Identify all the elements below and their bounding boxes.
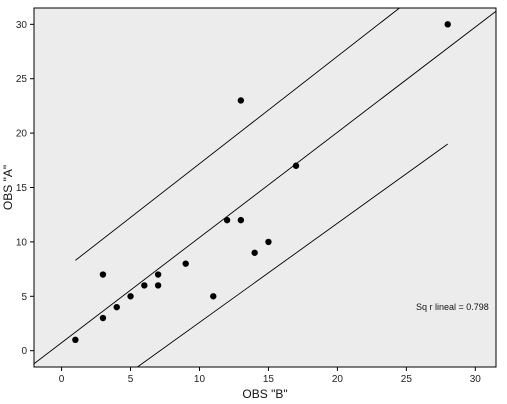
data-point	[210, 293, 217, 300]
y-axis-title: OBS "A"	[1, 165, 15, 210]
data-point	[99, 314, 107, 322]
data-point	[72, 336, 79, 344]
data-point	[237, 97, 245, 104]
r-squared-annotation: Sq r lineal = 0.798	[416, 302, 489, 312]
y-axis-ticks: 0 5 10 15 20 25 30	[16, 20, 34, 357]
y-tick-label: 20	[16, 129, 28, 140]
y-tick-label: 25	[16, 74, 28, 85]
x-tick-label: 5	[128, 374, 134, 385]
data-point	[141, 282, 148, 289]
y-tick-label: 15	[16, 183, 28, 194]
x-tick-label: 0	[59, 374, 65, 385]
data-point	[265, 238, 272, 246]
x-tick-label: 30	[470, 374, 482, 385]
data-point	[223, 216, 231, 224]
fit-line	[33, 10, 497, 365]
x-tick-label: 15	[263, 374, 275, 385]
data-point	[154, 282, 162, 289]
data-point	[127, 293, 134, 300]
x-axis-title: OBS "B"	[242, 387, 287, 401]
y-tick-label: 5	[21, 292, 27, 303]
data-point	[154, 271, 162, 278]
y-tick-label: 0	[21, 346, 27, 357]
upper-confidence-line	[75, 7, 400, 261]
data-points	[72, 21, 451, 344]
y-tick-label: 30	[16, 20, 28, 31]
lower-confidence-line	[137, 143, 448, 368]
regression-lines	[33, 7, 497, 368]
data-point	[444, 21, 451, 28]
x-tick-label: 25	[401, 374, 413, 385]
y-tick-label: 10	[16, 237, 28, 248]
data-point	[113, 303, 120, 311]
data-point	[251, 249, 258, 256]
data-point	[292, 162, 300, 169]
data-point	[99, 271, 107, 278]
data-point	[237, 216, 245, 224]
x-axis-ticks: 0 5 10 15 20 25 30	[59, 367, 482, 385]
x-tick-label: 10	[194, 374, 206, 385]
x-tick-label: 20	[332, 374, 344, 385]
data-point	[182, 260, 189, 267]
